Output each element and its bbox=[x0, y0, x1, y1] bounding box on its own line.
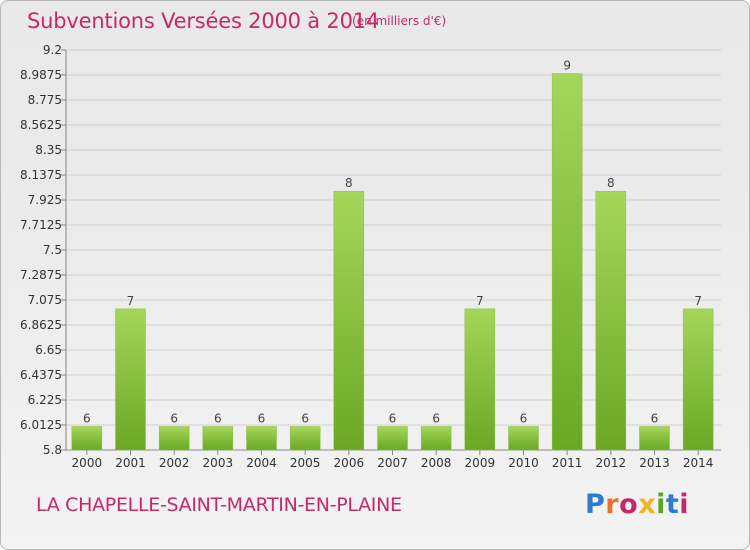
x-tick-label: 2006 bbox=[334, 456, 365, 470]
logo-letter: t bbox=[665, 489, 680, 520]
logo-letter: o bbox=[619, 489, 639, 520]
logo-letter: x bbox=[638, 489, 657, 520]
y-tick-label: 6.225 bbox=[28, 393, 62, 407]
y-tick-label: 7.2875 bbox=[20, 268, 62, 282]
y-tick-label: 6.65 bbox=[35, 343, 62, 357]
logo-letter: i bbox=[656, 489, 666, 520]
bar-value-label: 6 bbox=[432, 411, 440, 425]
y-tick-label: 8.9875 bbox=[20, 68, 62, 82]
bar bbox=[333, 190, 365, 451]
x-tick-label: 2004 bbox=[246, 456, 277, 470]
x-tick-label: 2001 bbox=[115, 456, 146, 470]
bar bbox=[464, 308, 496, 451]
y-tick-label: 6.8625 bbox=[20, 318, 62, 332]
bar-value-label: 6 bbox=[389, 411, 397, 425]
bar-value-label: 6 bbox=[214, 411, 222, 425]
bar bbox=[202, 426, 234, 451]
y-tick-label: 5.8 bbox=[43, 443, 62, 457]
bar-value-label: 8 bbox=[345, 176, 353, 190]
y-tick-label: 6.0125 bbox=[20, 418, 62, 432]
bar bbox=[377, 426, 408, 451]
y-tick-label: 7.925 bbox=[28, 193, 62, 207]
commune-name: LA CHAPELLE-SAINT-MARTIN-EN-PLAINE bbox=[36, 494, 402, 516]
bar bbox=[246, 426, 277, 451]
bar-value-label: 7 bbox=[127, 294, 135, 308]
bar-value-label: 7 bbox=[476, 294, 484, 308]
y-tick-label: 6.4375 bbox=[20, 368, 62, 382]
chart-title: Subventions Versées 2000 à 2014 bbox=[27, 9, 380, 33]
y-tick-label: 8.775 bbox=[28, 93, 62, 107]
bar-value-label: 6 bbox=[258, 411, 266, 425]
y-tick-label: 7.7125 bbox=[20, 218, 62, 232]
x-tick-label: 2008 bbox=[421, 456, 452, 470]
y-tick-label: 8.5625 bbox=[20, 118, 62, 132]
bar-value-label: 6 bbox=[301, 411, 309, 425]
bar-value-label: 6 bbox=[520, 411, 528, 425]
x-tick-label: 2007 bbox=[377, 456, 408, 470]
chart-unit: (en milliers d'€) bbox=[352, 14, 447, 28]
x-tick-label: 2009 bbox=[465, 456, 496, 470]
x-tick-label: 2014 bbox=[683, 456, 714, 470]
x-tick-label: 2010 bbox=[508, 456, 539, 470]
bar bbox=[508, 426, 539, 451]
logo-letter: P bbox=[585, 489, 606, 520]
bar bbox=[420, 426, 452, 451]
bar bbox=[158, 426, 190, 451]
bar-value-label: 6 bbox=[83, 411, 91, 425]
bar bbox=[639, 426, 670, 451]
x-tick-label: 2005 bbox=[290, 456, 321, 470]
bars bbox=[71, 73, 714, 451]
logo-letter: i bbox=[679, 489, 690, 520]
bar-value-label: 7 bbox=[694, 294, 702, 308]
logo-letter: r bbox=[605, 489, 620, 520]
bar-value-label: 8 bbox=[607, 176, 615, 190]
x-tick-label: 2013 bbox=[639, 456, 670, 470]
y-tick-label: 9.2 bbox=[43, 43, 62, 57]
bar bbox=[71, 426, 103, 451]
bar bbox=[289, 426, 321, 451]
x-tick-label: 2002 bbox=[159, 456, 190, 470]
bar bbox=[115, 308, 146, 451]
bar-value-label: 6 bbox=[170, 411, 178, 425]
labels: 5.8 6.0125 6.225 6.4375 6.65 6.8625 7.075 7.287… bbox=[20, 43, 713, 470]
y-tick-label: 8.35 bbox=[35, 143, 62, 157]
bar bbox=[682, 308, 714, 451]
y-tick-label: 8.1375 bbox=[20, 168, 62, 182]
x-tick-label: 2012 bbox=[596, 456, 627, 470]
y-tick-label: 7.5 bbox=[43, 243, 62, 257]
x-tick-label: 2011 bbox=[552, 456, 583, 470]
bar-value-label: 6 bbox=[651, 411, 659, 425]
x-tick-label: 2000 bbox=[72, 456, 103, 470]
bar bbox=[595, 190, 627, 451]
bar bbox=[551, 73, 583, 451]
x-tick-label: 2003 bbox=[203, 456, 234, 470]
bar-value-label: 9 bbox=[563, 59, 571, 73]
y-tick-label: 7.075 bbox=[28, 293, 62, 307]
proxiti-logo[interactable]: Proxiti bbox=[585, 489, 689, 520]
